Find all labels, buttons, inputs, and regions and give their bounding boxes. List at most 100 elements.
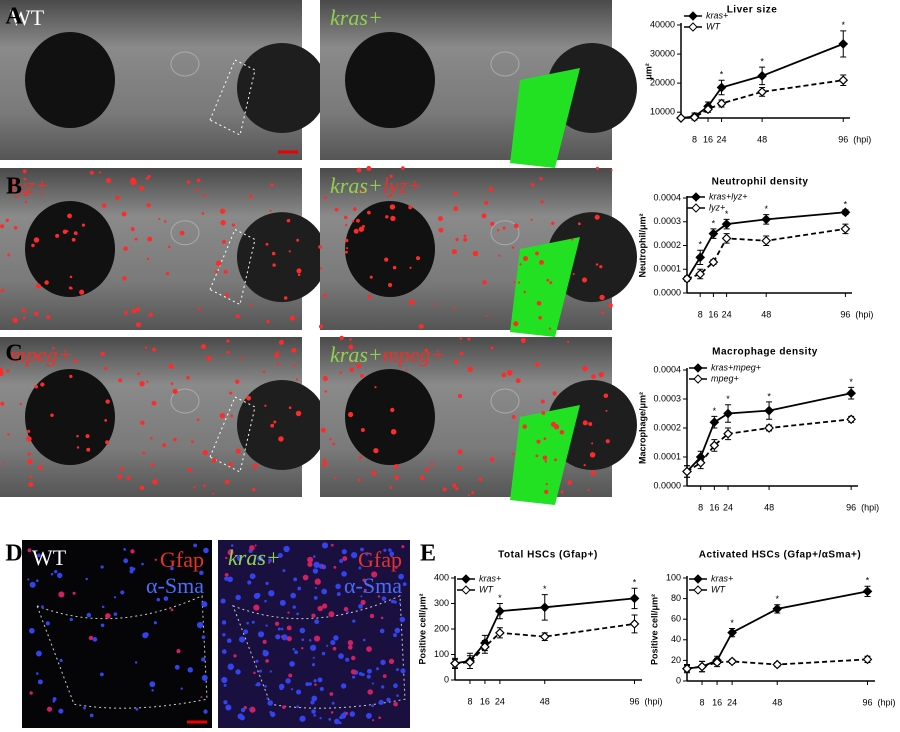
cell bbox=[434, 303, 437, 306]
cell bbox=[249, 545, 255, 551]
marker bbox=[727, 627, 737, 638]
cell bbox=[291, 347, 297, 353]
cell bbox=[296, 238, 300, 242]
cell bbox=[351, 655, 356, 661]
legend-marker bbox=[461, 585, 471, 595]
stain-label: Gfap bbox=[160, 547, 204, 572]
cell bbox=[322, 458, 327, 463]
cell bbox=[28, 452, 32, 456]
cell bbox=[350, 552, 358, 559]
cell bbox=[46, 706, 53, 712]
cell bbox=[352, 207, 357, 211]
cell bbox=[331, 701, 335, 705]
cell bbox=[141, 562, 144, 566]
cell bbox=[472, 250, 479, 257]
marker bbox=[689, 112, 700, 123]
x-tick-label: 48 bbox=[540, 696, 550, 706]
liver-outline bbox=[209, 228, 256, 306]
cell bbox=[390, 407, 395, 413]
cell bbox=[544, 460, 548, 463]
x-tick-label: 16 bbox=[712, 697, 722, 707]
cell bbox=[312, 555, 316, 558]
liver-gfp bbox=[510, 405, 580, 505]
cell bbox=[79, 289, 85, 295]
cell bbox=[587, 489, 590, 492]
x-axis-label: (hpi) bbox=[853, 134, 871, 144]
cell bbox=[345, 657, 350, 662]
x-tick-label: 24 bbox=[495, 696, 505, 706]
marker bbox=[840, 207, 851, 218]
cell bbox=[200, 343, 207, 350]
y-axis-label: Positive cell/μm² bbox=[649, 594, 659, 665]
cell bbox=[27, 578, 30, 581]
marker bbox=[716, 82, 727, 93]
cell bbox=[148, 312, 153, 318]
cell bbox=[395, 566, 398, 569]
y-tick-label: 0 bbox=[444, 674, 449, 684]
cell bbox=[371, 682, 374, 685]
cell bbox=[591, 374, 596, 379]
cell bbox=[314, 586, 317, 590]
cell bbox=[419, 475, 425, 481]
cell bbox=[283, 545, 290, 553]
eye bbox=[25, 32, 115, 128]
x-axis-label: (hpi) bbox=[861, 502, 879, 512]
cell bbox=[140, 420, 145, 425]
cell bbox=[253, 604, 260, 611]
cell bbox=[229, 391, 233, 395]
marker bbox=[495, 606, 505, 616]
cell bbox=[536, 439, 541, 444]
cell bbox=[249, 706, 256, 713]
cell bbox=[548, 327, 552, 330]
significance: * bbox=[713, 406, 717, 416]
cell bbox=[361, 224, 365, 228]
image-label: lyz+ bbox=[10, 173, 49, 198]
cell bbox=[56, 572, 63, 579]
x-axis-label: (hpi) bbox=[877, 697, 895, 707]
cell bbox=[224, 572, 229, 577]
y-tick-label: 30000 bbox=[650, 48, 675, 58]
cell bbox=[226, 339, 230, 343]
cell bbox=[546, 278, 550, 282]
cell bbox=[541, 411, 546, 415]
cell bbox=[66, 230, 69, 233]
liver-outline bbox=[209, 396, 256, 473]
cell bbox=[511, 246, 515, 249]
cell bbox=[23, 177, 27, 181]
cell bbox=[366, 674, 371, 679]
cell bbox=[29, 627, 35, 634]
legend-label: mpeg+ bbox=[711, 373, 739, 383]
cell bbox=[451, 249, 457, 255]
cell bbox=[156, 597, 161, 602]
cell bbox=[240, 707, 246, 713]
cell bbox=[158, 217, 161, 221]
cell bbox=[22, 169, 27, 174]
cell bbox=[402, 582, 407, 587]
cell bbox=[330, 640, 336, 646]
cell bbox=[489, 457, 495, 462]
cell bbox=[225, 556, 228, 560]
cell bbox=[396, 694, 399, 697]
cell bbox=[5, 218, 9, 223]
x-tick-label: 16 bbox=[709, 502, 719, 512]
cell bbox=[0, 288, 5, 293]
y-tick-label: 0.0001 bbox=[653, 451, 681, 461]
cell bbox=[338, 721, 342, 725]
cell bbox=[165, 271, 170, 276]
cell bbox=[187, 467, 192, 473]
gut bbox=[237, 212, 327, 303]
significance: * bbox=[841, 20, 845, 30]
label-part: kras+ bbox=[330, 173, 383, 198]
eye bbox=[25, 369, 115, 465]
cell bbox=[601, 311, 605, 315]
cell bbox=[73, 358, 78, 363]
cell bbox=[351, 219, 355, 223]
cell bbox=[349, 711, 356, 717]
cell bbox=[26, 436, 32, 442]
cell bbox=[167, 245, 171, 249]
cell bbox=[538, 315, 542, 320]
cell bbox=[360, 428, 365, 432]
x-tick-label: 48 bbox=[761, 309, 771, 319]
cell bbox=[219, 208, 226, 214]
cell bbox=[100, 623, 105, 628]
